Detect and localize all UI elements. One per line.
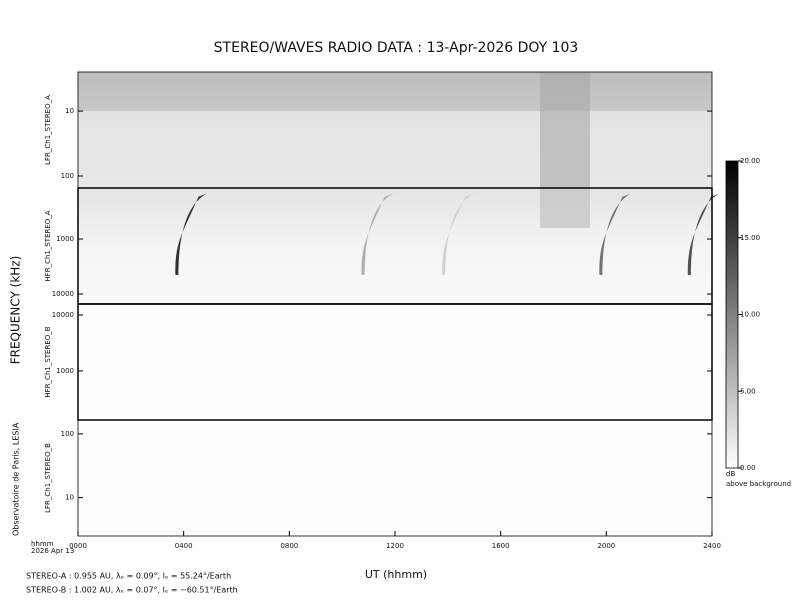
y-tick-label: 1000 — [56, 235, 74, 243]
colorbar-tick-label: 5.00 — [740, 387, 756, 395]
colorbar-caption: above background — [726, 480, 791, 488]
colorbar-tick-label: 20.00 — [740, 157, 760, 165]
y-axis-label: FREQUENCY (kHz) — [9, 256, 23, 365]
x-tick-label: 0400 — [175, 542, 193, 550]
y-tick-label: 10000 — [52, 311, 74, 319]
panel-label: LFR_Ch1_STEREO_A — [44, 95, 52, 165]
panel-background — [78, 72, 712, 188]
chart-title: STEREO/WAVES RADIO DATA : 13-Apr-2026 DO… — [214, 40, 579, 56]
x-tick-label: 0000 — [69, 542, 87, 550]
x-tick-label: 2400 — [703, 542, 721, 550]
x-tick-label: 2000 — [597, 542, 615, 550]
panel-label: LFR_Ch1_STEREO_B — [44, 443, 52, 513]
radio-burst — [361, 193, 393, 275]
radio-burst — [599, 193, 631, 275]
y-tick-label: 100 — [61, 430, 74, 438]
panel-label: HFR_Ch1_STEREO_B — [44, 326, 52, 397]
radio-burst — [442, 193, 474, 275]
credit: Observatoire de Paris, LESIA — [12, 422, 21, 536]
x-tick-label: 1600 — [492, 542, 510, 550]
panel-background — [78, 188, 712, 304]
colorbar-tick-label: 15.00 — [740, 234, 760, 242]
colorbar-tick-label: 10.00 — [740, 311, 760, 319]
y-tick-label: 100 — [61, 172, 74, 180]
x-unit: hhmm — [31, 540, 54, 548]
x-tick-label: 0800 — [280, 542, 298, 550]
footer-line: STEREO-A : 0.955 AU, λₑ = 0.09°, lₑ = 55… — [26, 572, 231, 581]
panel-label: HFR_Ch1_STEREO_A — [44, 210, 52, 281]
colorbar-tick-label: 0.00 — [740, 464, 756, 472]
footer-line: STEREO-B : 1.002 AU, λₑ = 0.07°, lₑ = −6… — [26, 586, 238, 595]
y-tick-label: 1000 — [56, 367, 74, 375]
y-tick-label: 10000 — [52, 290, 74, 298]
y-tick-label: 10 — [65, 107, 74, 115]
date-label: 2026 Apr 13 — [31, 547, 74, 555]
panel-background — [540, 188, 590, 228]
colorbar-unit: dB — [726, 470, 735, 478]
colorbar — [725, 160, 739, 469]
y-tick-label: 10 — [65, 494, 74, 502]
x-axis-label: UT (hhmm) — [365, 568, 427, 581]
radio-burst — [175, 193, 207, 275]
x-tick-label: 1200 — [386, 542, 404, 550]
radio-burst — [687, 193, 719, 275]
panel-background — [540, 72, 590, 188]
